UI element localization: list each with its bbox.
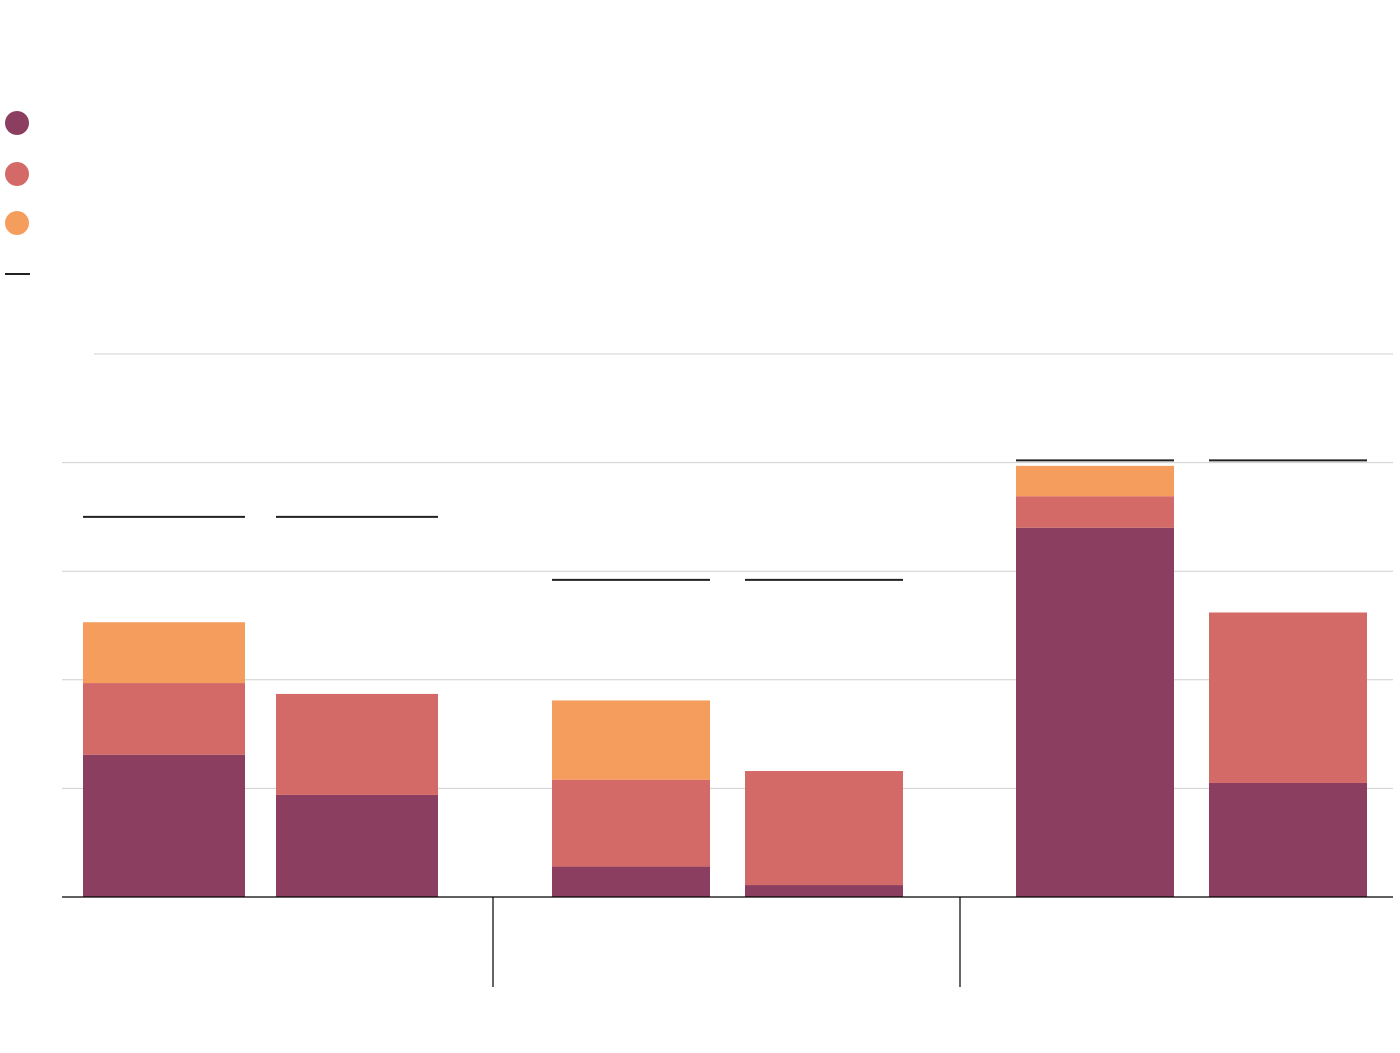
bar-2-segment-2 — [276, 693, 438, 795]
bar-1-segment-3 — [83, 622, 245, 684]
bar-3-segment-1 — [552, 866, 710, 897]
legend-swatch-3 — [5, 211, 29, 235]
target-lines — [83, 459, 1367, 581]
legend — [5, 111, 30, 275]
bar-1-segment-1 — [83, 754, 245, 897]
gridlines — [62, 353, 1393, 789]
bar-5-segment-3 — [1016, 465, 1174, 497]
bars — [83, 465, 1367, 897]
bar-1-segment-2 — [83, 683, 245, 755]
bar-3-segment-2 — [552, 779, 710, 867]
axes — [62, 896, 1393, 987]
bar-5-segment-1 — [1016, 527, 1174, 897]
bar-4-segment-1 — [745, 885, 903, 897]
bar-6-segment-2 — [1209, 612, 1367, 783]
bar-6-segment-1 — [1209, 782, 1367, 897]
legend-swatch-2 — [5, 162, 29, 186]
bar-3-segment-3 — [552, 700, 710, 780]
legend-swatch-1 — [5, 111, 29, 135]
bar-2-segment-1 — [276, 794, 438, 897]
bar-4-segment-2 — [745, 771, 903, 886]
bar-5-segment-2 — [1016, 496, 1174, 528]
